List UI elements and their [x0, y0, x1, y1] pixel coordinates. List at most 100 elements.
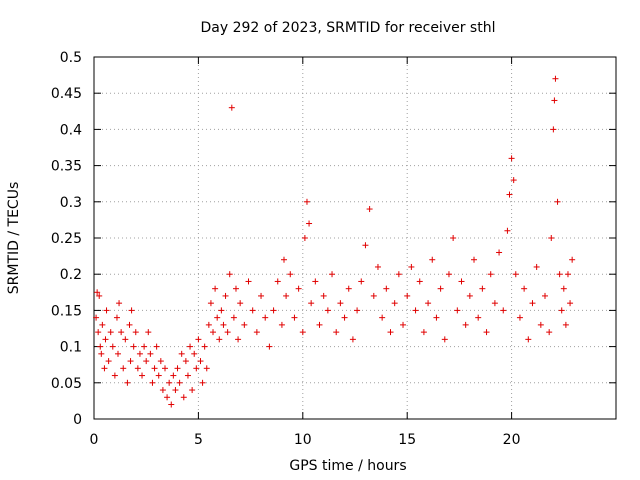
y-tick-label: 0.4	[60, 122, 82, 138]
data-point	[362, 242, 369, 249]
data-point	[299, 329, 306, 336]
data-point	[512, 271, 519, 278]
x-tick-label: 20	[503, 432, 521, 448]
y-tick-label: 0	[73, 412, 82, 428]
data-point	[301, 235, 308, 241]
data-point	[564, 271, 571, 278]
data-point	[218, 307, 225, 314]
data-point	[127, 358, 134, 365]
chart-title: Day 292 of 2023, SRMTID for receiver sth…	[201, 20, 496, 36]
data-point	[558, 307, 565, 314]
data-point	[287, 271, 294, 278]
data-point	[207, 300, 214, 307]
data-point	[569, 256, 576, 263]
data-point	[166, 379, 173, 386]
data-point	[496, 249, 503, 256]
data-point	[210, 329, 217, 336]
data-point	[433, 314, 440, 321]
data-point	[466, 292, 473, 299]
data-point	[278, 321, 285, 328]
data-point	[180, 394, 187, 401]
data-point	[395, 271, 402, 278]
data-point	[216, 336, 223, 343]
data-point	[560, 285, 567, 292]
data-point	[533, 263, 540, 270]
data-point	[548, 235, 555, 241]
data-point	[245, 278, 252, 285]
data-point	[341, 314, 348, 321]
data-point	[387, 329, 394, 336]
data-point	[220, 321, 227, 328]
y-tick-label: 0.05	[51, 376, 82, 392]
data-point	[151, 365, 158, 372]
data-point	[145, 329, 152, 336]
data-point	[116, 300, 123, 307]
data-point	[510, 177, 517, 184]
data-point	[212, 285, 219, 292]
data-point	[556, 271, 563, 278]
data-point	[96, 292, 103, 299]
data-point	[462, 321, 469, 328]
data-point	[199, 379, 206, 386]
y-tick-label: 0.5	[60, 50, 82, 66]
data-point	[115, 350, 122, 357]
data-point	[370, 292, 377, 299]
y-axis-label: SRMTID / TECUs	[6, 182, 22, 295]
data-point	[349, 336, 356, 343]
data-point	[224, 329, 231, 336]
data-point	[316, 321, 323, 328]
y-tick-label: 0.2	[60, 267, 82, 283]
data-point	[103, 307, 110, 314]
data-point	[562, 321, 569, 328]
data-point	[193, 365, 200, 372]
x-axis-ticks: 0 5 10 15 20	[90, 57, 521, 448]
data-point	[479, 285, 486, 292]
data-point	[491, 300, 498, 307]
data-point	[262, 314, 269, 321]
data-point	[228, 104, 235, 111]
data-point	[295, 285, 302, 292]
data-point	[237, 300, 244, 307]
data-point	[164, 394, 171, 401]
data-point	[205, 321, 212, 328]
data-point	[230, 314, 237, 321]
data-point	[506, 191, 513, 198]
data-point	[120, 365, 127, 372]
data-point	[141, 343, 148, 350]
x-axis-label: GPS time / hours	[289, 458, 406, 474]
data-point	[149, 379, 156, 386]
data-point	[143, 358, 150, 365]
data-point	[203, 365, 210, 372]
data-point	[132, 329, 139, 336]
y-tick-label: 0.45	[51, 86, 82, 102]
data-point	[176, 379, 183, 386]
data-point	[537, 321, 544, 328]
data-point	[98, 350, 105, 357]
data-point	[147, 350, 154, 357]
data-point	[101, 365, 108, 372]
data-point	[214, 314, 221, 321]
data-point	[281, 256, 288, 263]
x-tick-label: 0	[90, 432, 99, 448]
data-point	[93, 314, 100, 321]
data-point	[320, 292, 327, 299]
data-point	[550, 126, 557, 133]
data-point	[391, 300, 398, 307]
data-point	[258, 292, 265, 299]
data-point	[383, 285, 390, 292]
data-point	[500, 307, 507, 314]
data-point	[404, 292, 411, 299]
data-point	[102, 336, 109, 343]
data-point	[226, 271, 233, 278]
data-point	[107, 329, 114, 336]
data-point	[458, 278, 465, 285]
data-point	[437, 285, 444, 292]
data-point	[249, 307, 256, 314]
data-point	[552, 75, 559, 82]
data-point	[232, 285, 239, 292]
data-point	[139, 372, 146, 379]
data-point	[441, 336, 448, 343]
data-point	[337, 300, 344, 307]
data-point	[118, 329, 125, 336]
